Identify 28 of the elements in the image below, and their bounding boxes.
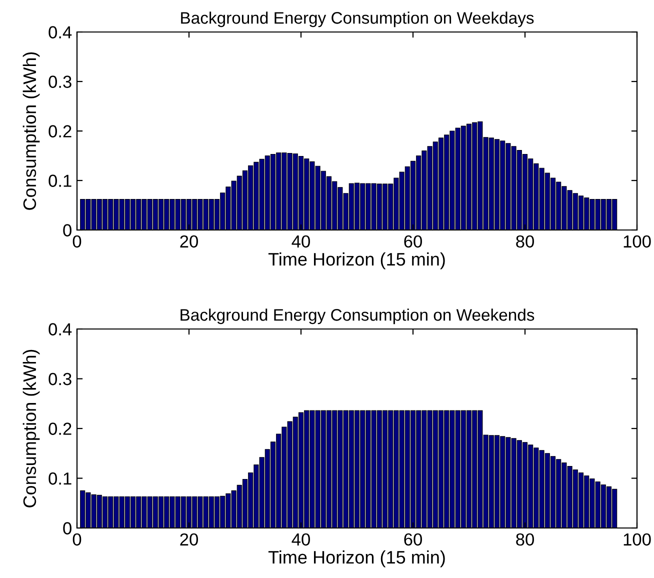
x-tick-label: 0 (72, 533, 82, 546)
y-tick-label: 0.4 (48, 26, 72, 38)
x-tick-label: 100 (624, 533, 651, 546)
y-tick-label: 0.2 (48, 422, 72, 435)
chart-title: Background Energy Consumption on Weekdays (181, 12, 534, 28)
y-tick-label: 0 (63, 224, 72, 236)
x-axis-title: Time Horizon (15 min) (268, 252, 445, 270)
x-tick-label: 40 (292, 235, 310, 248)
y-axis-title: Consumption (kWh) (22, 52, 40, 210)
y-tick-label: 0.3 (48, 372, 72, 386)
y-tick-label: 0.2 (48, 125, 72, 138)
x-tick-label: 20 (180, 235, 198, 248)
x-tick-label: 100 (624, 235, 651, 248)
y-tick-label: 0.1 (48, 174, 72, 187)
y-axis-title: Consumption (kWh) (22, 350, 40, 508)
y-tick-label: 0.4 (48, 323, 72, 336)
chart-title: Background Energy Consumption on Weekends (180, 308, 534, 324)
x-tick-label: 80 (516, 235, 534, 248)
y-tick-label: 0.1 (48, 472, 72, 485)
x-tick-label: 80 (516, 533, 534, 546)
y-tick-label: 0.3 (48, 76, 72, 88)
x-tick-label: 20 (180, 533, 198, 546)
x-tick-label: 40 (292, 533, 310, 546)
x-tick-label: 60 (404, 533, 422, 546)
x-tick-label: 60 (404, 235, 422, 248)
y-tick-label: 0 (63, 522, 72, 534)
x-axis-title: Time Horizon (15 min) (268, 550, 445, 568)
x-tick-label: 0 (72, 235, 82, 248)
